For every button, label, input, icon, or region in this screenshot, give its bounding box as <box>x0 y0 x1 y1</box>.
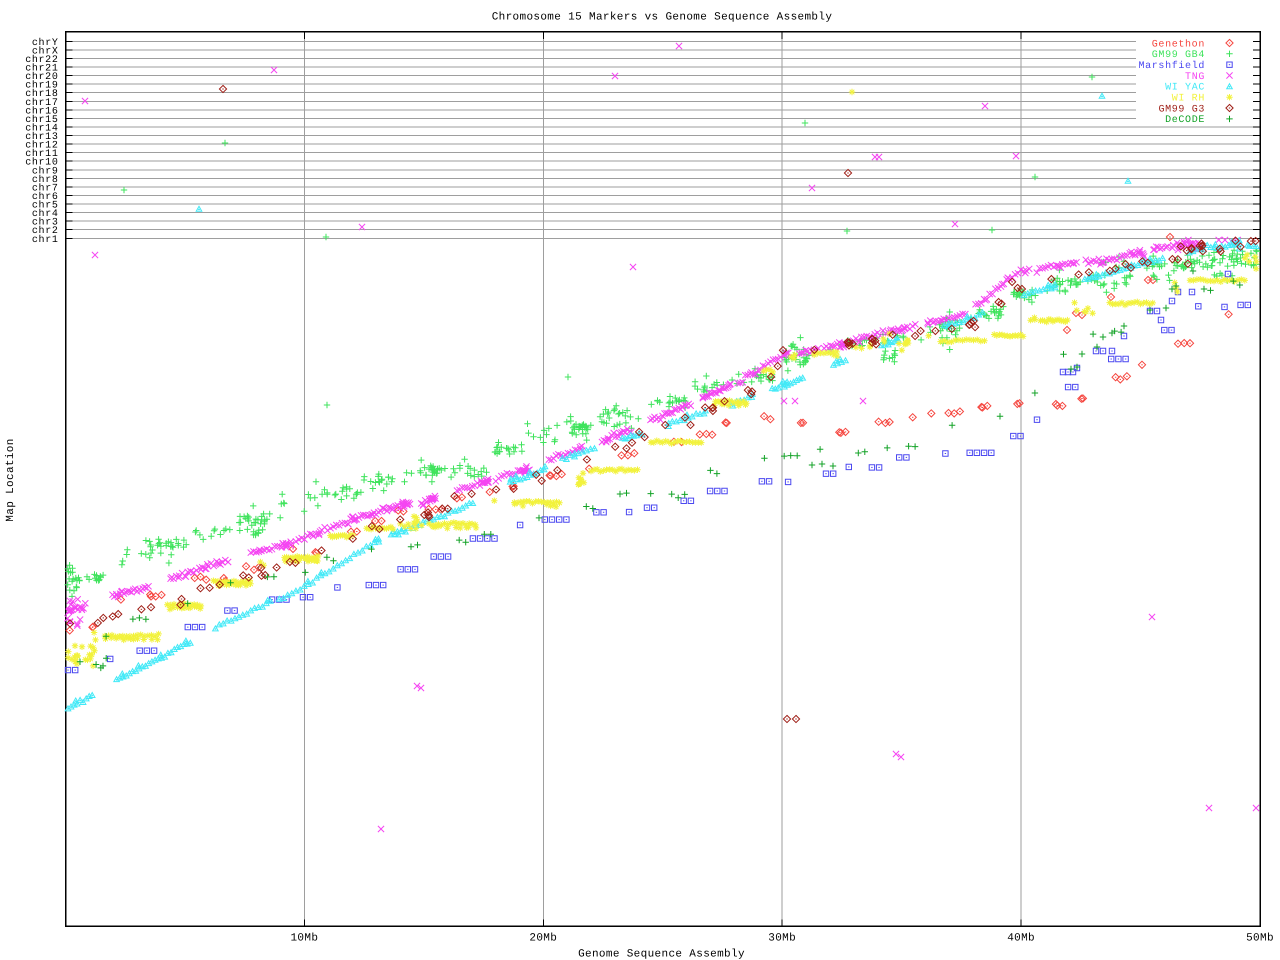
svg-text:chr14: chr14 <box>25 122 58 134</box>
svg-text:chr1: chr1 <box>32 234 59 246</box>
svg-text:chr3: chr3 <box>32 217 59 229</box>
svg-text:20Mb: 20Mb <box>529 933 557 945</box>
svg-text:WI YAC: WI YAC <box>1165 83 1205 94</box>
svg-text:chr12: chr12 <box>25 140 58 152</box>
svg-text:chr15: chr15 <box>25 114 58 126</box>
svg-text:chr18: chr18 <box>25 88 58 100</box>
svg-text:chr4: chr4 <box>32 208 59 220</box>
svg-text:GM99 GB4: GM99 GB4 <box>1152 50 1205 61</box>
svg-text:chr9: chr9 <box>32 165 59 177</box>
svg-text:chrY: chrY <box>32 37 59 49</box>
svg-text:chr11: chr11 <box>25 148 58 160</box>
svg-text:chr13: chr13 <box>25 131 58 143</box>
svg-text:GM99 G3: GM99 G3 <box>1158 104 1205 115</box>
svg-text:chr6: chr6 <box>32 191 59 203</box>
svg-text:Chromosome 15 Markers vs Genom: Chromosome 15 Markers vs Genome Sequence… <box>492 12 833 24</box>
svg-text:Map Location: Map Location <box>5 438 17 521</box>
svg-text:chr8: chr8 <box>32 174 59 186</box>
svg-text:DeCODE: DeCODE <box>1165 115 1205 126</box>
svg-text:chr10: chr10 <box>25 157 58 169</box>
svg-text:40Mb: 40Mb <box>1007 933 1035 945</box>
svg-text:chr17: chr17 <box>25 97 58 109</box>
svg-text:chr2: chr2 <box>32 225 59 237</box>
svg-text:chr16: chr16 <box>25 105 58 117</box>
svg-text:chr5: chr5 <box>32 200 59 212</box>
svg-text:chr7: chr7 <box>32 182 59 194</box>
svg-text:Marshfield: Marshfield <box>1138 60 1205 72</box>
svg-text:chrX: chrX <box>32 45 59 57</box>
svg-text:chr21: chr21 <box>25 63 58 75</box>
svg-text:chr22: chr22 <box>25 54 58 66</box>
svg-text:chr19: chr19 <box>25 80 58 92</box>
svg-text:Genethon: Genethon <box>1152 38 1205 50</box>
svg-text:Genome Sequence Assembly: Genome Sequence Assembly <box>578 949 745 960</box>
svg-text:WI RH: WI RH <box>1172 94 1205 105</box>
svg-text:TNG: TNG <box>1185 72 1205 83</box>
svg-text:10Mb: 10Mb <box>290 933 318 945</box>
svg-text:30Mb: 30Mb <box>768 933 796 945</box>
svg-text:chr20: chr20 <box>25 71 58 83</box>
svg-text:50Mb: 50Mb <box>1246 933 1274 945</box>
